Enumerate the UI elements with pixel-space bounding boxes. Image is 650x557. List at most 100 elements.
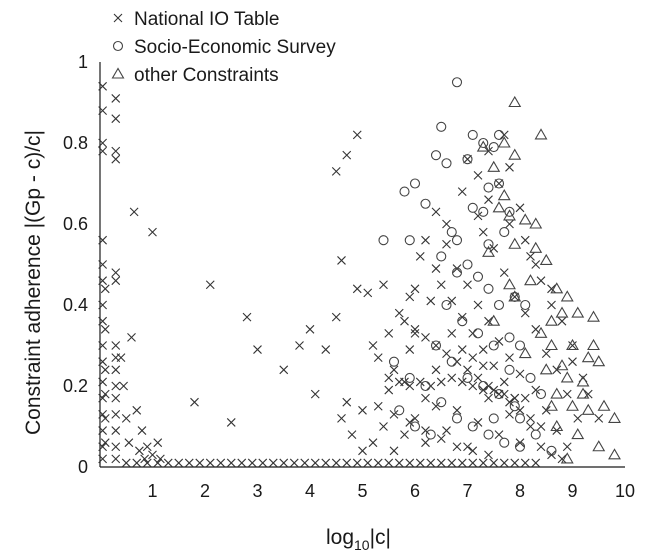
data-point-cross bbox=[557, 454, 567, 464]
data-point-cross bbox=[442, 426, 451, 435]
data-point-cross-stroke-b bbox=[436, 377, 446, 387]
data-point-cross-stroke-b bbox=[405, 381, 415, 391]
data-point-triangle bbox=[534, 128, 548, 140]
data-point-triangle bbox=[571, 306, 585, 318]
data-point-cross-stroke-b bbox=[98, 316, 108, 326]
data-point-cross bbox=[520, 308, 530, 318]
data-point-cross-stroke-b bbox=[447, 373, 457, 383]
data-point-cross bbox=[473, 171, 483, 180]
data-point-cross bbox=[100, 414, 110, 423]
data-point-cross-stroke-b bbox=[531, 260, 541, 269]
data-point-cross-stroke-b bbox=[358, 405, 367, 415]
data-point-cross bbox=[100, 438, 110, 448]
data-point-cross bbox=[405, 292, 415, 302]
data-point-circle bbox=[462, 259, 473, 270]
data-point-cross-stroke-b bbox=[442, 426, 451, 435]
data-point-circle bbox=[514, 441, 526, 452]
data-point-cross bbox=[484, 195, 493, 205]
data-point-circle bbox=[546, 445, 557, 456]
data-point-cross-stroke-b bbox=[368, 438, 378, 448]
data-point-circle bbox=[409, 178, 421, 189]
data-point-triangle bbox=[539, 253, 553, 266]
data-point-cross bbox=[468, 353, 478, 363]
series-0-group bbox=[98, 81, 604, 468]
data-point-cross-stroke-b bbox=[253, 345, 262, 354]
data-point-triangle bbox=[529, 241, 543, 253]
data-point-circle bbox=[493, 129, 505, 140]
data-point-cross-stroke-b bbox=[536, 276, 546, 286]
data-point-cross bbox=[98, 426, 108, 435]
data-point-circle bbox=[388, 356, 400, 367]
data-point-cross bbox=[478, 227, 488, 237]
data-point-circle bbox=[394, 405, 405, 416]
data-point-cross bbox=[520, 235, 530, 245]
data-point-cross-stroke-b bbox=[489, 385, 499, 395]
data-point-triangle bbox=[524, 274, 537, 286]
data-point-cross-stroke-b bbox=[526, 252, 535, 261]
data-point-cross bbox=[98, 81, 108, 91]
data-point-cross bbox=[573, 414, 583, 423]
data-point-cross-stroke-b bbox=[436, 434, 446, 444]
data-point-cross-stroke-b bbox=[268, 458, 278, 468]
data-point-cross-stroke-b bbox=[300, 458, 310, 468]
data-point-cross bbox=[226, 418, 236, 427]
data-point-circle bbox=[488, 340, 499, 351]
data-point-circle bbox=[409, 421, 421, 432]
data-point-triangle bbox=[508, 95, 522, 108]
data-point-circle bbox=[499, 437, 510, 448]
data-point-cross-stroke-b bbox=[100, 365, 110, 375]
data-point-circle bbox=[378, 235, 389, 246]
data-point-cross bbox=[190, 397, 199, 407]
data-point-cross bbox=[494, 337, 504, 346]
data-point-cross bbox=[510, 292, 520, 302]
data-point-cross bbox=[148, 450, 157, 460]
data-point-cross bbox=[379, 280, 388, 290]
data-point-cross-stroke-b bbox=[447, 328, 457, 338]
data-point-cross bbox=[111, 426, 121, 435]
data-marks bbox=[98, 77, 621, 468]
data-point-cross bbox=[98, 316, 108, 326]
data-point-cross bbox=[415, 458, 425, 468]
data-point-cross-stroke-b bbox=[134, 446, 144, 456]
data-point-cross-stroke-b bbox=[394, 458, 404, 468]
data-point-cross bbox=[98, 442, 108, 452]
data-point-cross-stroke-b bbox=[410, 414, 420, 423]
legend-label-other-constraints: other Constraints bbox=[134, 65, 279, 86]
data-point-triangle bbox=[508, 148, 522, 160]
data-point-cross-stroke-b bbox=[442, 239, 451, 249]
data-point-cross bbox=[98, 300, 108, 310]
data-point-triangle bbox=[597, 399, 611, 411]
data-point-cross bbox=[436, 434, 446, 444]
data-point-cross bbox=[405, 458, 415, 468]
data-point-triangle bbox=[518, 213, 532, 225]
data-point-cross bbox=[111, 454, 121, 464]
data-point-cross-stroke-b bbox=[410, 324, 420, 334]
data-point-triangle bbox=[497, 189, 511, 201]
data-point-cross bbox=[505, 353, 514, 363]
data-point-cross bbox=[242, 312, 252, 322]
data-point-cross bbox=[442, 349, 451, 358]
data-point-cross bbox=[100, 389, 110, 399]
data-point-cross-stroke-b bbox=[494, 430, 504, 439]
data-point-triangle bbox=[571, 428, 585, 440]
data-point-cross bbox=[410, 324, 420, 334]
data-point-circle bbox=[520, 299, 531, 311]
data-point-circle bbox=[478, 137, 489, 149]
legend: National IO Table Socio-Economic Survey … bbox=[111, 9, 336, 86]
data-point-cross-stroke-b bbox=[431, 365, 441, 375]
data-point-cross-stroke-b bbox=[342, 458, 352, 468]
data-point-cross bbox=[321, 458, 331, 468]
data-point-cross bbox=[421, 333, 430, 342]
data-point-cross bbox=[562, 389, 572, 399]
data-point-circle bbox=[441, 299, 452, 311]
data-point-cross bbox=[400, 316, 409, 326]
data-point-cross-stroke-b bbox=[98, 393, 108, 403]
data-point-cross-stroke-b bbox=[505, 353, 514, 363]
data-point-cross-stroke-b bbox=[515, 203, 525, 213]
data-point-cross bbox=[124, 438, 134, 448]
data-point-circle bbox=[504, 364, 515, 375]
data-point-cross-stroke-b bbox=[415, 252, 425, 261]
data-point-cross-stroke-b bbox=[121, 414, 131, 423]
data-point-circle bbox=[504, 332, 515, 343]
data-point-cross bbox=[562, 442, 572, 452]
